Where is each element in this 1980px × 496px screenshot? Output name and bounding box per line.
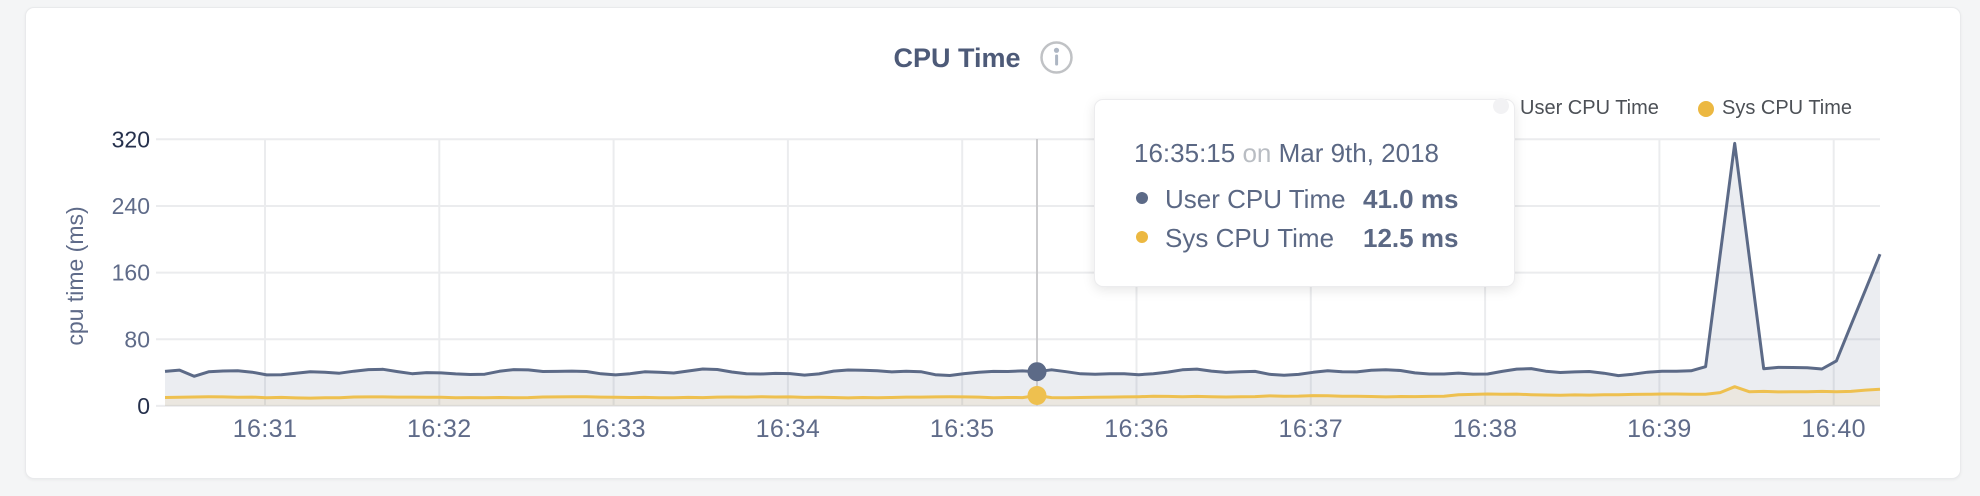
svg-text:80: 80 (124, 326, 150, 352)
svg-text:16:31: 16:31 (233, 415, 298, 443)
svg-text:320: 320 (112, 126, 150, 152)
svg-text:16:37: 16:37 (1279, 415, 1344, 443)
svg-text:16:36: 16:36 (1104, 415, 1169, 443)
svg-text:16:38: 16:38 (1453, 415, 1518, 443)
svg-text:16:33: 16:33 (581, 415, 646, 443)
svg-text:16:39: 16:39 (1627, 415, 1692, 443)
svg-text:16:34: 16:34 (756, 415, 821, 443)
svg-text:16:32: 16:32 (407, 415, 472, 443)
svg-text:0: 0 (137, 393, 150, 419)
svg-text:CPU Time: CPU Time (893, 43, 1020, 73)
svg-text:16:40: 16:40 (1801, 415, 1866, 443)
svg-text:16:35: 16:35 (930, 415, 995, 443)
svg-text:cpu time (ms): cpu time (ms) (62, 206, 88, 345)
svg-text:240: 240 (112, 193, 150, 219)
svg-text:160: 160 (112, 260, 150, 286)
